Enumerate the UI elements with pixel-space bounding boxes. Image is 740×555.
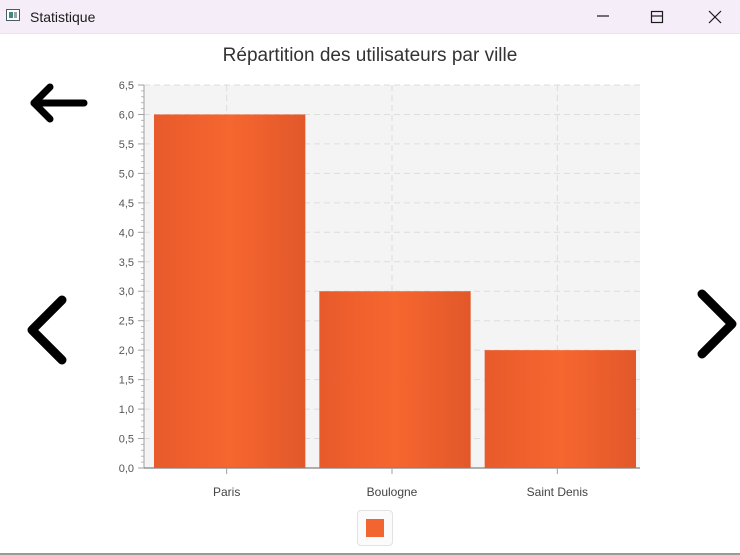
y-tick-label: 4,0 [119, 227, 134, 239]
y-tick-label: 5,5 [119, 139, 134, 151]
y-tick-label: 0,5 [119, 434, 134, 446]
bar-boulogne [319, 291, 471, 468]
close-button[interactable] [692, 0, 738, 33]
x-tick-label: Boulogne [367, 485, 418, 499]
app-icon [6, 9, 20, 21]
y-tick-label: 6,0 [119, 109, 134, 121]
maximize-icon [650, 10, 664, 24]
chevron-right-icon [697, 289, 737, 359]
y-tick-label: 4,5 [119, 198, 134, 210]
y-tick-label: 3,5 [119, 257, 134, 269]
bars [154, 114, 636, 468]
bar-paris [154, 114, 306, 468]
x-axis: Paris Boulogne Saint Denis [144, 467, 640, 499]
y-tick-label: 3,0 [119, 286, 134, 298]
y-tick-label: 1,0 [119, 404, 134, 416]
next-button[interactable] [694, 288, 740, 365]
chevron-left-icon [27, 295, 67, 365]
bar-saint-denis [484, 350, 636, 468]
y-tick-label: 1,5 [119, 375, 134, 387]
close-icon [708, 10, 722, 24]
x-tick-label: Saint Denis [527, 485, 588, 499]
maximize-button[interactable] [634, 0, 680, 33]
window-title: Statistique [30, 9, 96, 25]
x-tick-label: Paris [213, 485, 240, 499]
y-tick-label: 0,0 [119, 463, 134, 475]
arrow-left-icon [30, 83, 88, 123]
minimize-button[interactable] [634, 0, 680, 33]
y-tick-label: 5,0 [119, 168, 134, 180]
window-bottom-border [0, 553, 740, 555]
chart-title: Répartition des utilisateurs par ville [222, 45, 518, 66]
window-titlebar: Statistique [0, 0, 740, 34]
minimize-icon [651, 15, 663, 17]
legend-swatch [366, 519, 384, 537]
y-axis: 0,0 0,5 1,0 1,5 2,0 2,5 3,0 3,5 4,0 4,5 5,0 5,5 6,0 6… [119, 80, 145, 475]
y-tick-label: 2,5 [119, 316, 134, 328]
minimize-icon [597, 15, 609, 17]
y-tick-label: 2,0 [119, 345, 134, 357]
back-button[interactable] [28, 82, 88, 129]
minimize-button-area[interactable] [580, 0, 626, 33]
y-tick-label: 6,5 [119, 80, 134, 92]
previous-button[interactable] [24, 294, 70, 371]
chart-legend [357, 510, 393, 546]
